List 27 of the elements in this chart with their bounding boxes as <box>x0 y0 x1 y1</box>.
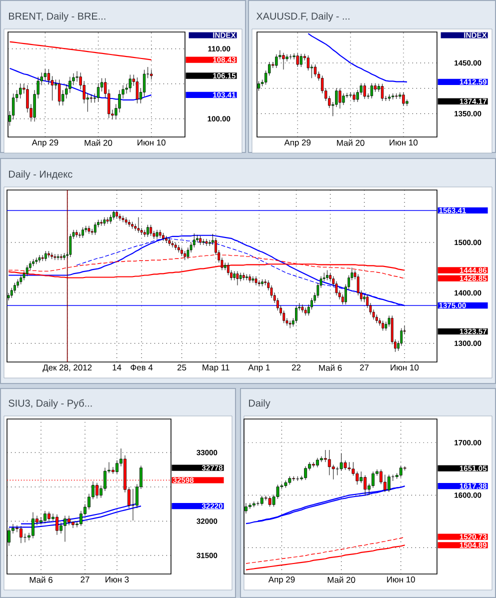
x-tick-label: Фев 4 <box>130 364 153 370</box>
x-tick-label: Апр 29 <box>268 576 295 584</box>
x-tick-label: Июн 10 <box>390 364 419 370</box>
x-tick-label: Апр 1 <box>248 364 270 372</box>
x-tick-label: Май 6 <box>319 364 342 371</box>
x-tick-label: Май 20 <box>84 140 112 146</box>
x-tick-label: Апр 29 <box>32 140 58 148</box>
x-tick-label: 22 <box>292 364 301 370</box>
x-tick-label: Май 20 <box>328 576 356 583</box>
x-tick-label: 25 <box>177 364 186 370</box>
chart-title: Daily - Индекс <box>9 170 72 180</box>
x-tick-label: 14 <box>112 364 122 370</box>
x-tick-label: Апр 29 <box>284 140 311 148</box>
chart-title: BRENT, Daily - BRE... <box>9 12 106 22</box>
x-tick-label: Дек 28, 2012 <box>42 364 92 372</box>
chart-title: SIU3, Daily - Руб... <box>8 399 92 409</box>
x-tick-label: 27 <box>360 364 369 370</box>
x-tick-label: Июн 3 <box>106 576 129 583</box>
x-tick-label: Июн 10 <box>138 140 166 146</box>
x-tick-label: 27 <box>80 576 90 582</box>
x-tick-label: Май 20 <box>337 140 364 146</box>
x-tick-label: Май 6 <box>30 576 52 583</box>
chart-title: Daily <box>249 399 270 409</box>
x-tick-label: Июн 10 <box>390 140 418 146</box>
chart-title: XAUUSD.F, Daily - ... <box>256 12 350 22</box>
x-tick-label: Мар 11 <box>202 364 230 372</box>
x-tick-label: Июн 10 <box>387 576 415 583</box>
